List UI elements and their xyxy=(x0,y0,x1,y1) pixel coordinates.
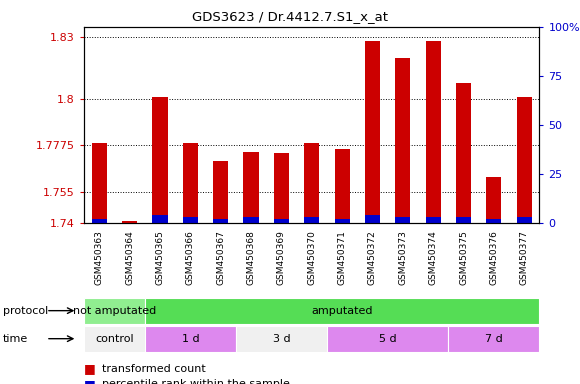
Bar xyxy=(183,143,198,223)
Bar xyxy=(426,41,441,223)
Bar xyxy=(183,217,198,223)
Bar xyxy=(517,217,532,223)
Bar xyxy=(84,326,145,352)
Bar xyxy=(153,97,168,223)
Text: not amputated: not amputated xyxy=(73,306,156,316)
Bar xyxy=(122,221,137,223)
Bar xyxy=(304,217,320,223)
Text: 3 d: 3 d xyxy=(273,334,290,344)
Bar xyxy=(92,143,107,223)
Text: percentile rank within the sample: percentile rank within the sample xyxy=(102,379,289,384)
Text: protocol: protocol xyxy=(3,306,48,316)
Bar xyxy=(153,215,168,223)
Bar xyxy=(486,219,502,223)
Bar xyxy=(365,215,380,223)
Bar xyxy=(327,326,448,352)
Text: 1 d: 1 d xyxy=(182,334,199,344)
Bar xyxy=(213,219,229,223)
Bar xyxy=(274,219,289,223)
Bar xyxy=(92,219,107,223)
Text: 5 d: 5 d xyxy=(379,334,397,344)
Text: time: time xyxy=(3,334,28,344)
Bar xyxy=(448,326,539,352)
Text: GDS3623 / Dr.4412.7.S1_x_at: GDS3623 / Dr.4412.7.S1_x_at xyxy=(192,10,388,23)
Text: amputated: amputated xyxy=(311,306,373,316)
Bar xyxy=(244,152,259,223)
Bar xyxy=(426,217,441,223)
Bar xyxy=(517,97,532,223)
Bar xyxy=(365,41,380,223)
Bar xyxy=(335,149,350,223)
Text: control: control xyxy=(95,334,134,344)
Bar xyxy=(304,143,320,223)
Bar xyxy=(145,298,539,324)
Text: ■: ■ xyxy=(84,378,96,384)
Bar xyxy=(395,217,411,223)
Bar xyxy=(274,152,289,223)
Bar xyxy=(335,219,350,223)
Bar xyxy=(145,326,236,352)
Bar xyxy=(486,177,502,223)
Bar xyxy=(213,161,229,223)
Text: 7 d: 7 d xyxy=(485,334,503,344)
Bar xyxy=(456,217,471,223)
Bar xyxy=(395,58,411,223)
Bar xyxy=(456,83,471,223)
Text: transformed count: transformed count xyxy=(102,364,205,374)
Text: ■: ■ xyxy=(84,362,96,376)
Bar xyxy=(236,326,327,352)
Bar xyxy=(84,298,145,324)
Bar xyxy=(244,217,259,223)
